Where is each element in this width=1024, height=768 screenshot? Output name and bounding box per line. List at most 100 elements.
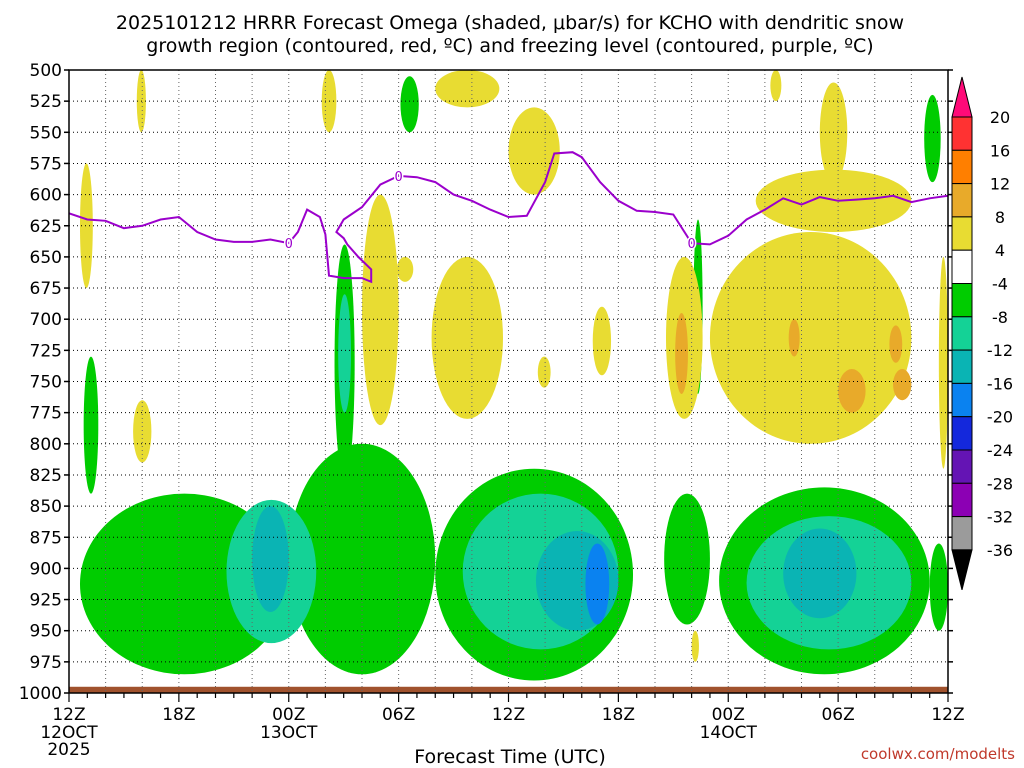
omega-region-31	[709, 231, 912, 444]
omega-region-18	[585, 543, 610, 625]
omega-region-14	[338, 294, 352, 413]
omega-shading	[69, 70, 948, 693]
omega-region-28	[537, 356, 551, 388]
colorbar-segment	[951, 449, 973, 484]
y-tick-label: 950	[30, 622, 62, 642]
x-year-label: 2025	[47, 740, 90, 760]
colorbar-label: -16	[987, 374, 1013, 393]
omega-region-9	[924, 94, 941, 183]
y-tick-label: 675	[30, 279, 62, 299]
freezing-level-line	[69, 151, 948, 284]
colorbar-label: 4	[995, 241, 1005, 260]
grid-lines	[69, 70, 948, 693]
y-axis: 500 525 550 575 600 625 650 675 700 725 750 775 800 8…	[19, 61, 953, 704]
x-tick-label: 12Z	[931, 705, 964, 725]
freezing-level-label: 0	[285, 237, 293, 252]
colorbar-label: 8	[995, 208, 1005, 227]
colorbar-label: -28	[987, 474, 1013, 493]
omega-region-40	[788, 319, 800, 357]
omega-region-8	[929, 543, 948, 631]
y-tick-label: 750	[30, 373, 62, 393]
y-tick-label: 650	[30, 248, 62, 268]
y-tick-label: 925	[30, 591, 62, 611]
y-tick-label: 975	[30, 653, 62, 673]
omega-region-37	[675, 312, 688, 394]
omega-region-21	[133, 400, 152, 463]
omega-region-15	[252, 506, 289, 613]
omega-region-38	[838, 369, 866, 413]
colorbar-segment	[951, 482, 973, 518]
omega-region-27	[508, 107, 560, 195]
x-tick-label: 00Z	[272, 705, 305, 725]
chart-title-line2: growth region (contoured, red, ºC) and f…	[146, 35, 873, 57]
y-tick-label: 825	[30, 466, 62, 486]
credit-link[interactable]: coolwx.com/modelts	[861, 745, 1015, 763]
x-tick-label: 12Z	[492, 705, 525, 725]
omega-region-23	[362, 194, 399, 426]
x-tick-label: 18Z	[162, 705, 195, 725]
x-tick-label: 06Z	[821, 705, 854, 725]
omega-region-35	[938, 256, 948, 469]
colorbar-segment	[951, 149, 973, 185]
colorbar-segment	[951, 416, 973, 451]
omega-region-25	[435, 70, 500, 108]
x-tick-label: 00Z	[712, 705, 745, 725]
colorbar: 20 16 12 8 4 -4 -8 -12 -16 -20 -24 -28 -32 -36	[951, 76, 1013, 591]
colorbar-segment	[951, 183, 973, 218]
colorbar-label: -36	[987, 541, 1013, 560]
y-tick-label: 600	[30, 186, 62, 206]
omega-region-26	[431, 256, 504, 419]
x-axis-label: Forecast Time (UTC)	[414, 746, 605, 768]
y-tick-label: 900	[30, 559, 62, 579]
colorbar-segment	[951, 349, 973, 384]
omega-region-36	[691, 630, 699, 662]
y-tick-label: 525	[30, 92, 62, 112]
chart-title-line1: 2025101212 HRRR Forecast Omega (shaded, …	[116, 12, 904, 34]
omega-region-39	[893, 369, 912, 401]
y-tick-label: 1000	[19, 684, 62, 704]
colorbar-label: -4	[992, 275, 1008, 294]
colorbar-label: -24	[987, 441, 1013, 460]
freezing-level-contour: 0 0 0	[69, 151, 948, 284]
colorbar-segment	[951, 516, 973, 551]
colorbar-label: -32	[987, 508, 1013, 527]
colorbar-label: -20	[987, 408, 1013, 427]
y-tick-label: 500	[30, 61, 62, 81]
colorbar-label: -8	[992, 308, 1008, 327]
y-tick-label: 775	[30, 404, 62, 424]
omega-region-29	[592, 306, 612, 376]
colorbar-segment	[951, 216, 973, 251]
colorbar-segment	[951, 382, 973, 418]
y-tick-label: 575	[30, 154, 62, 174]
colorbar-segment	[951, 316, 973, 351]
omega-region-24	[396, 256, 414, 282]
freezing-level-label: 0	[687, 237, 695, 252]
colorbar-arrow-top	[951, 76, 973, 118]
colorbar-label: 20	[990, 108, 1010, 127]
x-tick-label: 12Z	[52, 705, 85, 725]
x-tick-label: 06Z	[382, 705, 415, 725]
freezing-level-label: 0	[394, 170, 402, 185]
colorbar-label: -12	[987, 341, 1013, 360]
y-tick-label: 875	[30, 528, 62, 548]
colorbar-segment	[951, 283, 973, 318]
colorbar-label: 12	[990, 175, 1010, 194]
y-tick-label: 800	[30, 435, 62, 455]
ground-strip	[69, 686, 948, 693]
y-tick-label: 850	[30, 497, 62, 517]
x-date-label: 14OCT	[700, 723, 758, 743]
y-tick-label: 725	[30, 341, 62, 361]
omega-region-34	[770, 70, 782, 102]
omega-region-3	[664, 493, 710, 625]
y-tick-label: 700	[30, 310, 62, 330]
y-tick-label: 550	[30, 123, 62, 143]
x-tick-label: 18Z	[602, 705, 635, 725]
omega-region-17	[783, 528, 857, 619]
x-date-label: 12OCT	[40, 723, 98, 743]
x-date-label: 13OCT	[260, 723, 318, 743]
omega-region-7	[83, 356, 99, 494]
omega-region-41	[889, 325, 903, 363]
colorbar-segment	[951, 249, 973, 284]
